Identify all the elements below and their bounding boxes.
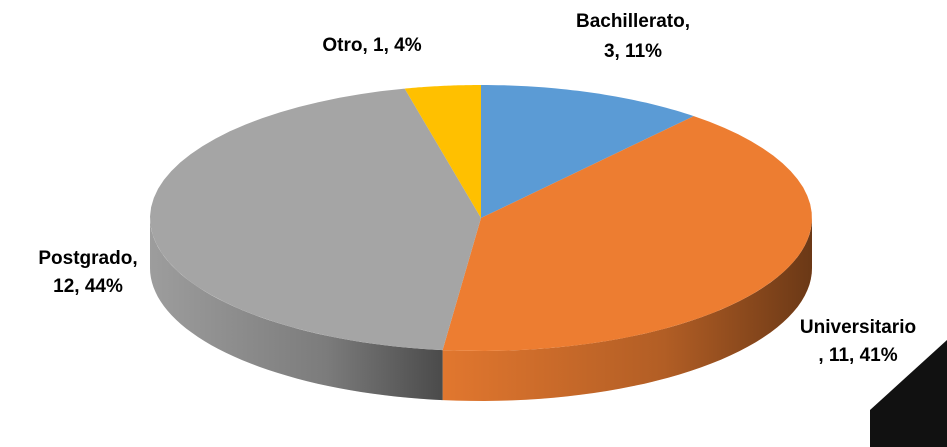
- pie-slice: [481, 85, 694, 218]
- data-label: Postgrado,: [38, 248, 137, 269]
- pie-slice: [442, 116, 812, 351]
- data-label: Universitario: [800, 317, 916, 338]
- data-label: Bachillerato,: [576, 11, 690, 32]
- data-label: 12, 44%: [53, 276, 123, 297]
- data-label: Otro, 1, 4%: [322, 35, 421, 56]
- data-label: , 11, 41%: [818, 345, 897, 366]
- pie: [150, 85, 812, 401]
- pie-side-shade: [442, 218, 812, 401]
- corner-shape: [870, 340, 947, 447]
- pie-slice: [150, 88, 481, 351]
- data-label: 3, 11%: [604, 41, 662, 62]
- pie-side-shade: [150, 218, 443, 401]
- pie-slice: [404, 85, 481, 218]
